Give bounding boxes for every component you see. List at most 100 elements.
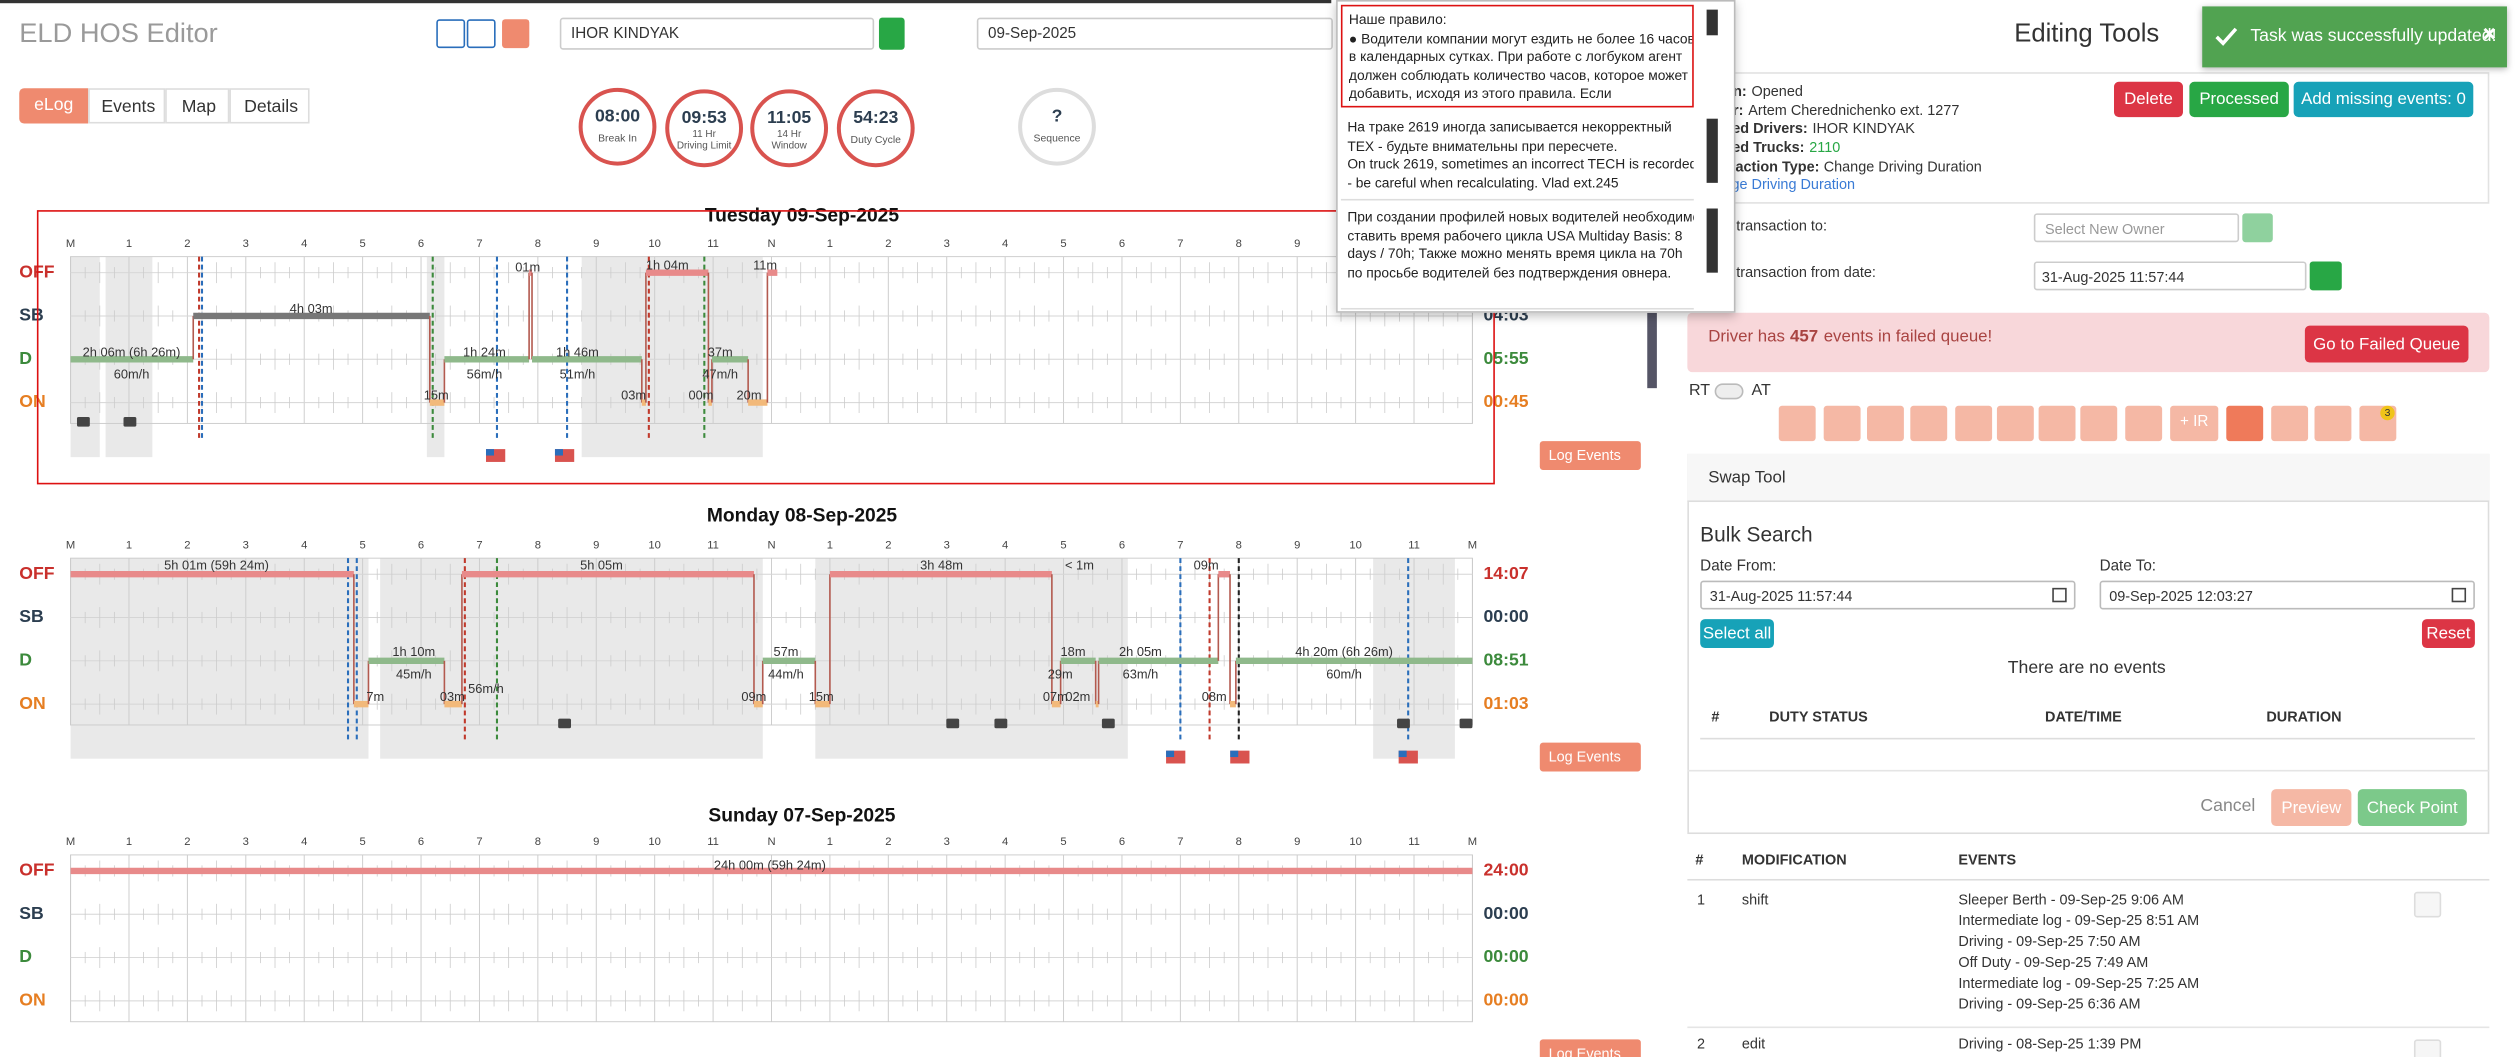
camera-icon [1397, 718, 1410, 729]
tab-label[interactable]: Map [181, 97, 217, 117]
add-missing-button[interactable]: Add missing events: 0 [2293, 81, 2474, 118]
empty-message: There are no events [2007, 658, 2166, 678]
from-date-input[interactable]: 31-Aug-2025 11:57:44 [2033, 261, 2307, 291]
log-events-button[interactable]: Log Events [1539, 742, 1641, 772]
hour-label: 9 [593, 238, 599, 250]
duration-label: 60m/h [114, 367, 150, 382]
driver-button[interactable] [878, 17, 905, 50]
add-missing-button-label[interactable]: Add missing events: 0 [2301, 89, 2466, 110]
duration-label: 7m [366, 689, 384, 704]
tool-button[interactable] [2226, 405, 2264, 442]
event-line-text: Intermediate log - 09-Sep-25 7:25 AM [1958, 974, 2200, 991]
reset-button[interactable]: Reset [2421, 619, 2475, 648]
duration-label: 15m [809, 689, 834, 704]
date-value[interactable]: 09-Sep-2025 12:03:27 [2109, 588, 2253, 605]
hour-label: 3 [944, 836, 950, 848]
date-value[interactable]: 31-Aug-2025 11:57:44 [1709, 588, 1853, 605]
log-events-button[interactable]: Log Events [1539, 1039, 1641, 1057]
log-events-button[interactable]: Log Events [1539, 441, 1641, 470]
timer-value: 54:23 [853, 108, 899, 128]
check-point-button[interactable]: Check Point [2357, 789, 2467, 827]
driver-name[interactable]: IHOR KINDYAK [571, 24, 680, 43]
hour-label: 11 [707, 836, 719, 848]
row-label: D [19, 946, 32, 966]
reset-button-label[interactable]: Reset [2426, 623, 2471, 644]
duration-label: 2h 05m [1119, 644, 1162, 659]
hour-label: 2 [885, 539, 891, 551]
date-input[interactable]: 09-Sep-2025 [976, 17, 1333, 50]
tab[interactable]: Details [229, 88, 310, 124]
rt-label: RT [1688, 382, 1711, 400]
hour-label: 6 [1119, 238, 1125, 250]
from-date-value[interactable]: 31-Aug-2025 11:57:44 [2041, 269, 2185, 286]
owner-confirm[interactable] [2242, 213, 2273, 243]
driver-select[interactable]: IHOR KINDYAK [559, 17, 875, 50]
tool-button[interactable] [2314, 405, 2352, 442]
modification-type: edit [1741, 1035, 1766, 1052]
tool-button[interactable] [1823, 405, 1861, 442]
icon-button[interactable] [466, 19, 496, 49]
calendar-icon [2451, 587, 2467, 603]
note-title: Наше правило: [1348, 11, 1447, 28]
tab-label[interactable]: Events [101, 97, 156, 117]
hour-label: 7 [1177, 238, 1183, 250]
tool-button[interactable] [2271, 405, 2309, 442]
delete-button[interactable]: Delete [2114, 81, 2183, 118]
hour-label: 8 [535, 836, 541, 848]
owner-select[interactable]: Select New Owner [2033, 213, 2240, 243]
select-all-button[interactable]: Select all [1700, 619, 1774, 648]
tool-button[interactable] [1910, 405, 1948, 442]
tab-label[interactable]: eLog [34, 95, 74, 115]
tool-button[interactable] [2080, 405, 2118, 442]
log-events-label[interactable]: Log Events [1548, 447, 1621, 464]
tool-button[interactable] [1955, 405, 1993, 442]
row-total: 00:00 [1483, 990, 1528, 1010]
tool-button[interactable] [1996, 405, 2034, 442]
tool-button[interactable]: + IR [2170, 405, 2219, 442]
tool-button[interactable] [2125, 405, 2163, 442]
remove-button[interactable] [2413, 891, 2442, 918]
cancel-button[interactable]: Cancel [2200, 796, 2256, 816]
rt-toggle[interactable] [1714, 383, 1744, 400]
preview-button[interactable]: Preview [2271, 789, 2352, 827]
preview-button-label[interactable]: Preview [2281, 797, 2342, 818]
note: Наше правило: ● Водители компании могут е… [1340, 4, 1694, 108]
tool-button[interactable] [1866, 405, 1904, 442]
hour-label: 5 [360, 836, 366, 848]
owner-placeholder[interactable]: Select New Owner [2045, 221, 2165, 238]
log-events-label[interactable]: Log Events [1548, 748, 1621, 765]
select-all-button-label[interactable]: Select all [1702, 623, 1772, 644]
tool-ir-label[interactable]: + IR [2180, 413, 2209, 431]
note-scrollbar [1706, 118, 1718, 183]
column-header: DUTY STATUS [1769, 708, 1868, 725]
date-input[interactable]: 09-Sep-2025 12:03:27 [2099, 580, 2475, 610]
tab-label[interactable]: Details [244, 97, 299, 117]
transaction-link[interactable]: Change Driving Duration [1696, 176, 1856, 193]
failed-queue-button[interactable]: Go to Failed Queue [2304, 325, 2469, 363]
tool-button[interactable] [1778, 405, 1816, 442]
from-date-confirm[interactable] [2309, 261, 2342, 291]
icon-button[interactable] [436, 19, 466, 49]
date-value[interactable]: 09-Sep-2025 [988, 24, 1077, 43]
hour-label: 10 [1349, 836, 1361, 848]
note-body: ● Водители компании могут ездить не боле… [1348, 29, 1694, 102]
column-header: # [1695, 851, 1704, 868]
tool-button[interactable] [2038, 405, 2076, 442]
delete-button-label[interactable]: Delete [2124, 89, 2173, 110]
tab[interactable]: eLog [19, 88, 89, 124]
processed-button-label[interactable]: Processed [2199, 89, 2279, 110]
hour-label: 9 [593, 836, 599, 848]
tab[interactable]: Map [165, 88, 230, 124]
log-events-label[interactable]: Log Events [1548, 1045, 1621, 1057]
processed-button[interactable]: Processed [2189, 81, 2289, 118]
date-input[interactable]: 31-Aug-2025 11:57:44 [1700, 580, 2076, 610]
remove-button[interactable] [2413, 1039, 2442, 1057]
duration-label: 3h 48m [920, 558, 963, 573]
tab[interactable]: Events [88, 88, 166, 124]
hour-label: 7 [476, 836, 482, 848]
icon-button[interactable] [502, 19, 530, 49]
failed-queue-button-label[interactable]: Go to Failed Queue [2313, 334, 2461, 354]
hour-label: 1 [827, 539, 833, 551]
row-label: ON [19, 990, 45, 1010]
check-point-button-label[interactable]: Check Point [2366, 797, 2458, 818]
